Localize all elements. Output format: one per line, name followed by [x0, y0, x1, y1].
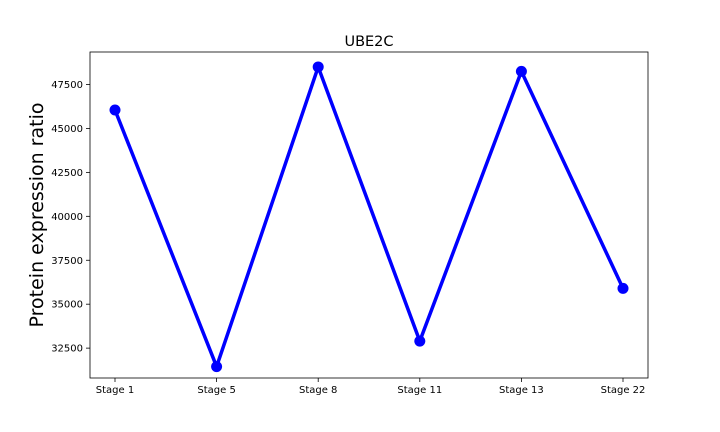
- plot-frame: [89, 51, 649, 379]
- y-tick-label: 45000: [51, 124, 83, 135]
- y-tick-label: 37500: [51, 256, 83, 267]
- data-point: [211, 361, 223, 373]
- data-point: [515, 65, 527, 77]
- plot-area: [90, 52, 648, 378]
- chart-title: UBE2C: [344, 34, 393, 50]
- x-axis: Stage 1 Stage 5 Stage 8 Stage 11 Stage 13 Sta…: [96, 378, 646, 396]
- data-point: [414, 335, 426, 347]
- x-tick-label: Stage 11: [397, 385, 442, 396]
- series-layer: [109, 61, 629, 373]
- y-tick-label: 32500: [51, 344, 83, 355]
- y-tick-label: 35000: [51, 300, 83, 311]
- x-tick-label: Stage 8: [299, 385, 337, 396]
- y-axis-label: Protein expression ratio: [26, 103, 48, 328]
- data-point: [617, 282, 629, 294]
- x-tick-label: Stage 22: [601, 385, 646, 396]
- y-tick-label: 40000: [51, 212, 83, 223]
- y-tick-label: 42500: [51, 168, 83, 179]
- x-tick-label: Stage 5: [197, 385, 235, 396]
- data-point: [312, 61, 324, 73]
- y-axis: 32500 35000 37500 40000 42500 45000 47500: [51, 80, 90, 355]
- y-tick-label: 47500: [51, 80, 83, 91]
- x-tick-label: Stage 1: [96, 385, 134, 396]
- x-tick-label: Stage 13: [499, 385, 544, 396]
- data-point: [109, 104, 121, 116]
- series-line: [113, 65, 625, 369]
